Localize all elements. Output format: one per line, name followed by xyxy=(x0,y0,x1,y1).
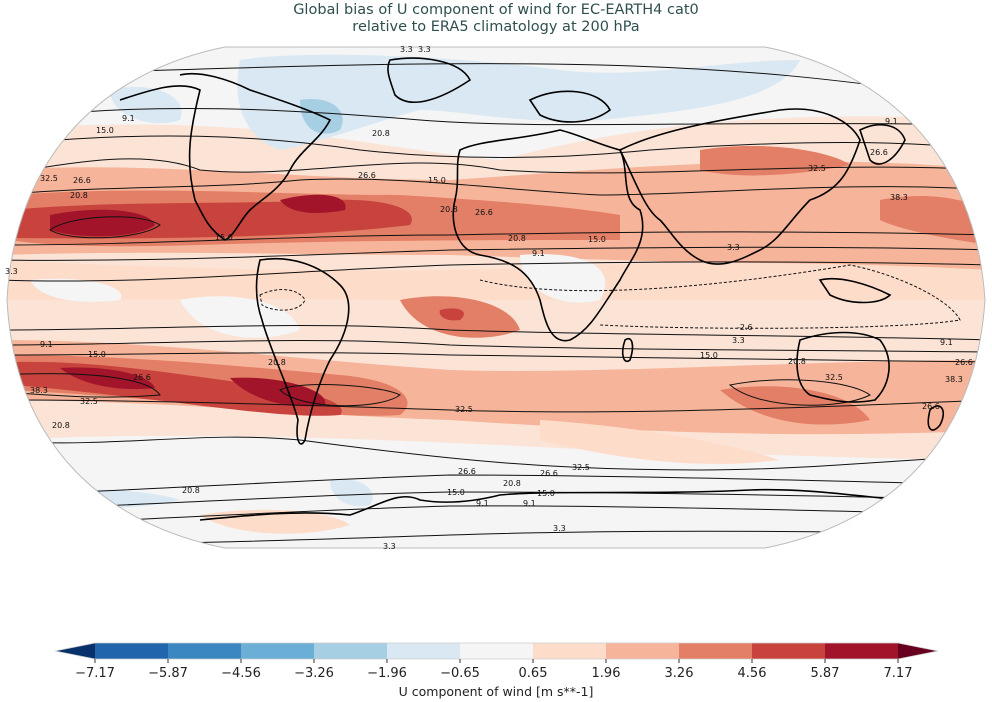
bias-field xyxy=(7,47,985,548)
contour-label: 9.1 xyxy=(122,114,135,123)
contour-label: 20.8 xyxy=(440,205,458,214)
colorbar-tick: −0.65 xyxy=(440,666,480,681)
contour-label: 9.1 xyxy=(885,117,898,126)
contour-label: 3.3 xyxy=(553,524,566,533)
colorbar-tick: −5.87 xyxy=(148,666,188,681)
contour-label: 20.8 xyxy=(52,421,70,430)
title-line-1: Global bias of U component of wind for E… xyxy=(293,2,699,18)
climatology-contours xyxy=(7,63,985,546)
contour-label: 15.0 xyxy=(215,233,233,242)
contour-labels: 3.3 3.3 9.1 15.0 20.8 32.5 26.6 20.8 26.… xyxy=(5,45,973,551)
contour-label: 20.8 xyxy=(508,234,526,243)
contour-label: 20.8 xyxy=(70,191,88,200)
title-line-2: relative to ERA5 climatology at 200 hPa xyxy=(352,19,640,35)
contour-label: 9.1 xyxy=(40,340,53,349)
colorbar-tick: 4.56 xyxy=(737,666,767,681)
contour-label: 15.0 xyxy=(588,235,606,244)
contour-label: 3.3 xyxy=(5,267,18,276)
contour-label: 26.6 xyxy=(133,373,151,382)
colorbar-label: U component of wind [m s**-1] xyxy=(398,684,594,699)
contour-label: 3.3 xyxy=(727,243,740,252)
contour-label: 26.6 xyxy=(458,467,476,476)
colorbar-tick: 0.65 xyxy=(518,666,548,681)
contour-label: 3.3 xyxy=(418,45,431,54)
contour-label: 26.6 xyxy=(922,402,940,411)
contour-label: 9.1 xyxy=(940,338,953,347)
contour-label: 15.0 xyxy=(428,176,446,185)
contour-label: 9.1 xyxy=(476,499,489,508)
colorbar-bar xyxy=(54,642,939,663)
contour-label: 26.6 xyxy=(358,171,376,180)
colorbar-tick: 1.96 xyxy=(591,666,621,681)
colorbar-tick: −7.17 xyxy=(75,666,115,681)
contour-label: 26.6 xyxy=(475,208,493,217)
colorbar-extend-max xyxy=(898,643,938,659)
colorbar: −7.17 −5.87 −4.56 −3.26 −1.96 −0.65 0.65… xyxy=(0,640,992,702)
contour-label: 32.5 xyxy=(572,463,590,472)
contour-label: 32.5 xyxy=(808,164,826,173)
contour-label: 15.0 xyxy=(447,488,465,497)
contour-label: 3.3 xyxy=(732,336,745,345)
contour-label: 15.0 xyxy=(96,126,114,135)
colorbar-tick: 5.87 xyxy=(810,666,840,681)
contour-label: 32.5 xyxy=(80,397,98,406)
contour-label: 15.0 xyxy=(537,489,555,498)
world-map: 3.3 3.3 9.1 15.0 20.8 32.5 26.6 20.8 26.… xyxy=(5,45,986,551)
contour-label: 20.8 xyxy=(503,479,521,488)
contour-label: 20.8 xyxy=(268,358,286,367)
contour-label: -2.6 xyxy=(737,323,753,332)
contour-label: 26.6 xyxy=(955,358,973,367)
contour-label: 9.1 xyxy=(523,499,536,508)
contour-label: 26.6 xyxy=(870,148,888,157)
colorbar-tick: −1.96 xyxy=(367,666,407,681)
colorbar-tick: 3.26 xyxy=(664,666,694,681)
contour-label: 32.5 xyxy=(825,373,843,382)
contour-label: 32.5 xyxy=(40,174,58,183)
contour-label: 32.5 xyxy=(455,405,473,414)
colorbar-tick: 7.17 xyxy=(883,666,913,681)
contour-label: 38.3 xyxy=(945,375,963,384)
contour-label: 38.3 xyxy=(30,386,48,395)
contour-label: 15.0 xyxy=(700,351,718,360)
colorbar-tick: −4.56 xyxy=(221,666,261,681)
colorbar-extend-min xyxy=(55,643,95,659)
contour-label: 20.8 xyxy=(788,357,806,366)
contour-label: 3.3 xyxy=(383,542,396,551)
contour-label: 26.6 xyxy=(540,469,558,478)
figure-title: Global bias of U component of wind for E… xyxy=(0,2,992,36)
contour-label: 9.1 xyxy=(532,249,545,258)
coastlines xyxy=(119,57,945,521)
contour-label: 20.8 xyxy=(372,129,390,138)
contour-label: 38.3 xyxy=(890,193,908,202)
contour-label: 3.3 xyxy=(400,45,413,54)
map-outline xyxy=(6,46,986,549)
contour-label: 15.0 xyxy=(88,350,106,359)
contour-label: 20.8 xyxy=(182,486,200,495)
contour-label: 26.6 xyxy=(73,176,91,185)
colorbar-tick: −3.26 xyxy=(294,666,334,681)
